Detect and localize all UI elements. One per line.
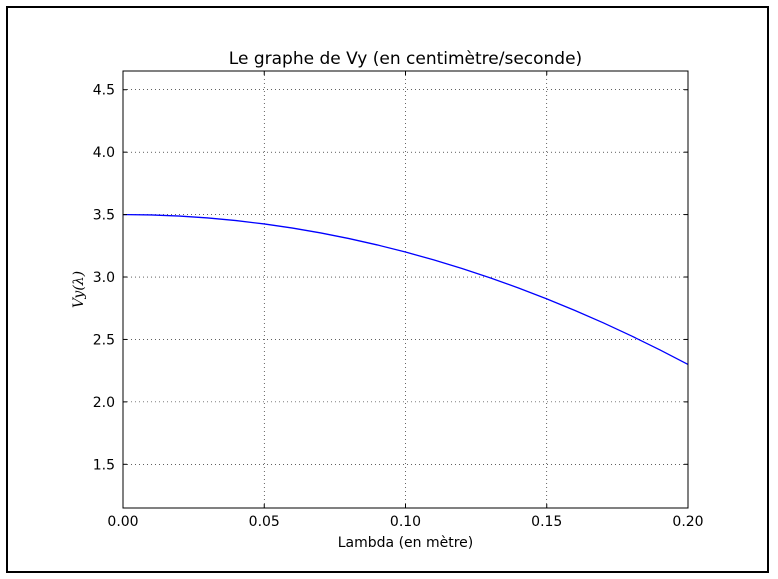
x-tick-label: 0.20: [672, 514, 703, 530]
y-tick-label: 2.0: [93, 395, 115, 411]
tick-layer: 0.00 0.05 0.10 0.15 0.20 1.5 2.0 2.5 3.0 3.5 4.0 4.…: [93, 71, 704, 530]
y-tick-label: 3.5: [93, 208, 115, 224]
plot-area: [122, 70, 689, 509]
y-tick-label: 3.0: [93, 270, 115, 286]
y-tick-label: 2.5: [93, 332, 115, 348]
series-layer: [122, 213, 689, 365]
x-tick-label: 0.15: [531, 514, 562, 530]
y-tick-label: 1.5: [93, 457, 115, 473]
series-line: [122, 213, 689, 365]
x-tick-label: 0.10: [390, 514, 421, 530]
chart-title: Le graphe de Vy (en centimètre/seconde): [229, 49, 582, 69]
x-tick-label: 0.00: [107, 514, 138, 530]
x-axis-label: Lambda (en mètre): [338, 535, 473, 551]
y-tick-label: 4.0: [93, 145, 115, 161]
x-tick-label: 0.05: [249, 514, 280, 530]
grid-layer: [122, 71, 689, 508]
y-axis-label: Vy(λ): [71, 271, 87, 308]
figure-frame: [6, 6, 769, 573]
y-tick-label: 4.5: [93, 83, 115, 99]
